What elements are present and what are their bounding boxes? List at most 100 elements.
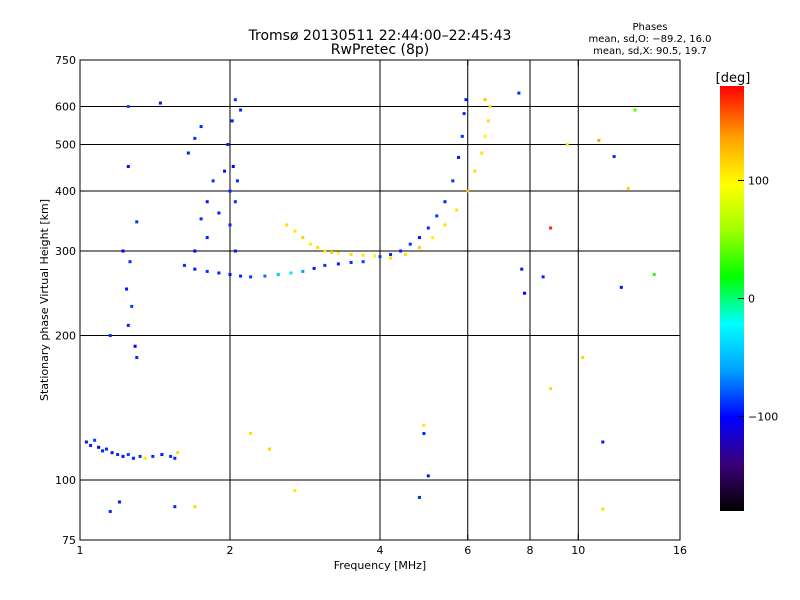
data-point bbox=[169, 454, 173, 458]
data-point bbox=[97, 445, 101, 449]
data-point bbox=[336, 251, 340, 255]
data-point bbox=[480, 151, 484, 155]
data-point bbox=[226, 143, 230, 147]
data-point bbox=[173, 456, 177, 460]
data-point bbox=[349, 253, 353, 257]
data-point bbox=[135, 220, 139, 224]
data-point bbox=[323, 263, 327, 267]
y-tick-label: 500 bbox=[55, 139, 76, 152]
data-point bbox=[486, 119, 490, 123]
data-point bbox=[276, 273, 280, 277]
colorbar-tick-label: 0 bbox=[748, 293, 755, 306]
data-point bbox=[131, 456, 135, 460]
phase-line-x: mean, sd,X: 90.5, 19.7 bbox=[593, 46, 707, 57]
data-point bbox=[199, 217, 203, 221]
data-point bbox=[422, 432, 426, 436]
data-point bbox=[565, 143, 569, 147]
data-point bbox=[239, 274, 243, 278]
data-point bbox=[263, 274, 267, 278]
data-point bbox=[193, 249, 197, 253]
data-point bbox=[125, 287, 129, 291]
data-point bbox=[460, 134, 464, 138]
data-point bbox=[186, 151, 190, 155]
data-point bbox=[308, 242, 312, 246]
data-point bbox=[316, 246, 320, 250]
data-point bbox=[633, 108, 637, 112]
data-point bbox=[173, 505, 177, 509]
data-point bbox=[483, 134, 487, 138]
data-point bbox=[211, 179, 215, 183]
y-tick-label: 200 bbox=[55, 330, 76, 343]
data-point bbox=[126, 164, 130, 168]
x-tick-label: 2 bbox=[227, 544, 234, 557]
y-tick-label: 750 bbox=[55, 54, 76, 67]
data-point bbox=[108, 509, 112, 513]
data-point bbox=[457, 155, 461, 159]
y-tick-label: 400 bbox=[55, 185, 76, 198]
data-point bbox=[301, 236, 305, 240]
data-point bbox=[193, 136, 197, 140]
data-point bbox=[426, 226, 430, 230]
data-point bbox=[520, 267, 524, 271]
data-point bbox=[233, 98, 237, 102]
data-point bbox=[336, 262, 340, 266]
data-point bbox=[473, 169, 477, 173]
data-point bbox=[128, 260, 132, 264]
axes: 1 2 4 6 8 10 16 75 100 200 300 400 500 600 750 bbox=[55, 54, 687, 557]
data-point bbox=[431, 236, 435, 240]
data-point bbox=[488, 105, 492, 109]
data-point bbox=[422, 423, 426, 427]
chart-subtitle: RwPretec (8p) bbox=[331, 42, 429, 58]
x-tick-label: 16 bbox=[673, 544, 687, 557]
data-point bbox=[443, 200, 447, 204]
data-point bbox=[349, 260, 353, 264]
data-point bbox=[285, 223, 289, 227]
data-point bbox=[217, 211, 221, 215]
data-point bbox=[84, 440, 88, 444]
data-point bbox=[389, 256, 393, 260]
data-point bbox=[417, 236, 421, 240]
data-point bbox=[228, 273, 232, 277]
data-point bbox=[361, 260, 365, 264]
data-point bbox=[117, 500, 121, 504]
data-point bbox=[293, 229, 297, 233]
data-point bbox=[230, 119, 234, 123]
data-point bbox=[541, 275, 545, 279]
x-axis-label: Frequency [MHz] bbox=[334, 559, 426, 572]
colorbar-tick-label: 100 bbox=[748, 174, 769, 187]
data-point bbox=[443, 223, 447, 227]
data-point bbox=[193, 267, 197, 271]
x-tick-label: 8 bbox=[527, 544, 534, 557]
data-points bbox=[84, 91, 656, 513]
data-point bbox=[323, 249, 327, 253]
data-point bbox=[301, 269, 305, 273]
data-point bbox=[466, 189, 470, 193]
data-point bbox=[289, 271, 293, 275]
data-point bbox=[143, 456, 147, 460]
data-point bbox=[182, 263, 186, 267]
data-point bbox=[104, 447, 108, 451]
x-tick-label: 4 bbox=[377, 544, 384, 557]
data-point bbox=[451, 179, 455, 183]
data-point bbox=[517, 91, 521, 95]
x-tick-label: 6 bbox=[464, 544, 471, 557]
data-point bbox=[116, 453, 120, 457]
data-point bbox=[235, 179, 239, 183]
y-tick-label: 100 bbox=[55, 474, 76, 487]
data-point bbox=[138, 454, 142, 458]
chart-title: Tromsø 20130511 22:44:00–22:45:43 bbox=[248, 28, 512, 44]
data-point bbox=[239, 108, 243, 112]
data-point bbox=[228, 189, 232, 193]
y-axis-label: Stationary phase Virtual Height [km] bbox=[38, 199, 51, 401]
data-point bbox=[205, 269, 209, 273]
data-point bbox=[403, 253, 407, 257]
data-point bbox=[233, 200, 237, 204]
y-tick-label: 300 bbox=[55, 245, 76, 258]
data-point bbox=[417, 246, 421, 250]
data-point bbox=[361, 253, 365, 257]
data-point bbox=[597, 138, 601, 142]
data-point bbox=[126, 453, 130, 457]
data-point bbox=[158, 101, 162, 105]
data-point bbox=[330, 250, 334, 254]
